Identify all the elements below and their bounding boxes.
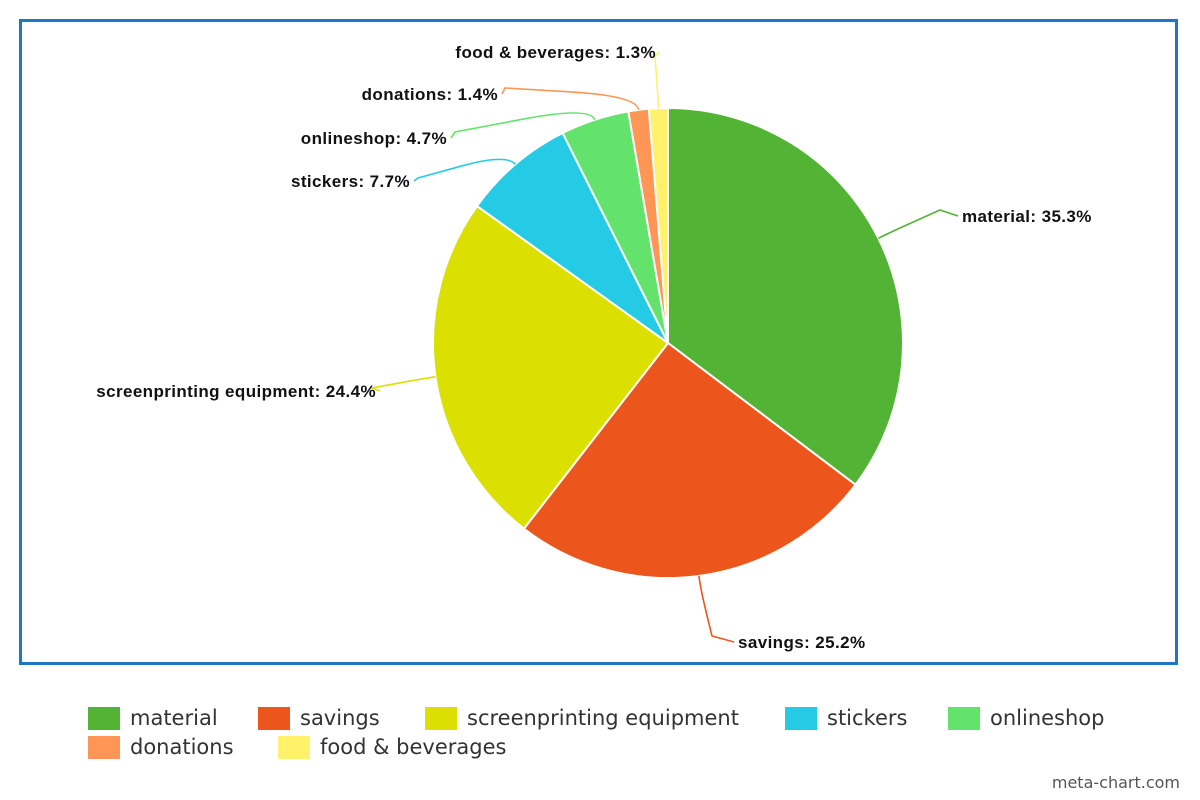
legend-swatch [278, 735, 310, 759]
legend-label: screenprinting equipment [467, 706, 739, 730]
leader-line [501, 87, 640, 111]
leader-line [369, 376, 436, 392]
leader-line [450, 112, 596, 139]
slice-label: food & beverages: 1.3% [455, 43, 656, 62]
leader-line [878, 209, 959, 240]
legend-item[interactable]: screenprinting equipment [425, 705, 739, 731]
legend-swatch [785, 706, 817, 730]
legend-label: onlineshop [990, 706, 1105, 730]
legend-label: donations [130, 735, 234, 759]
legend-swatch [88, 706, 120, 730]
pie-slice-savings[interactable] [522, 341, 857, 579]
legend-label: stickers [827, 706, 908, 730]
slice-label: material: 35.3% [962, 207, 1092, 226]
pie-slice-stickers[interactable] [475, 131, 669, 344]
legend-label: savings [300, 706, 380, 730]
slice-label: screenprinting equipment: 24.4% [96, 382, 376, 401]
slice-label: savings: 25.2% [738, 633, 866, 652]
legend-label: food & beverages [320, 735, 507, 759]
leader-line [413, 158, 516, 182]
legend-item[interactable]: food & beverages [278, 734, 506, 760]
legend-label: material [130, 706, 218, 730]
legend-swatch [88, 735, 120, 759]
pie-chart: material: 35.3% savings: 25.2% screenprint… [96, 43, 1092, 652]
leader-line [654, 51, 661, 109]
pie-slices [432, 106, 904, 579]
legend-item[interactable]: donations [88, 734, 234, 760]
leader-line [698, 575, 735, 643]
slice-labels: material: 35.3% savings: 25.2% screenprint… [96, 43, 1092, 652]
legend-item[interactable]: onlineshop [948, 705, 1105, 731]
legend-swatch [948, 706, 980, 730]
pie-slice-screenprinting-equipment[interactable] [432, 204, 670, 531]
legend-swatch [258, 706, 290, 730]
slice-label: donations: 1.4% [362, 85, 498, 104]
legend-item[interactable]: savings [258, 705, 380, 731]
pie-slice-food-beverages[interactable] [647, 106, 669, 344]
legend-swatch [425, 706, 457, 730]
slice-label: stickers: 7.7% [291, 172, 410, 191]
legend-item[interactable]: material [88, 705, 218, 731]
pie-slice-material[interactable] [667, 106, 904, 487]
watermark: meta-chart.com [1051, 773, 1180, 792]
legend-item[interactable]: stickers [785, 705, 907, 731]
slice-label: onlineshop: 4.7% [301, 129, 447, 148]
